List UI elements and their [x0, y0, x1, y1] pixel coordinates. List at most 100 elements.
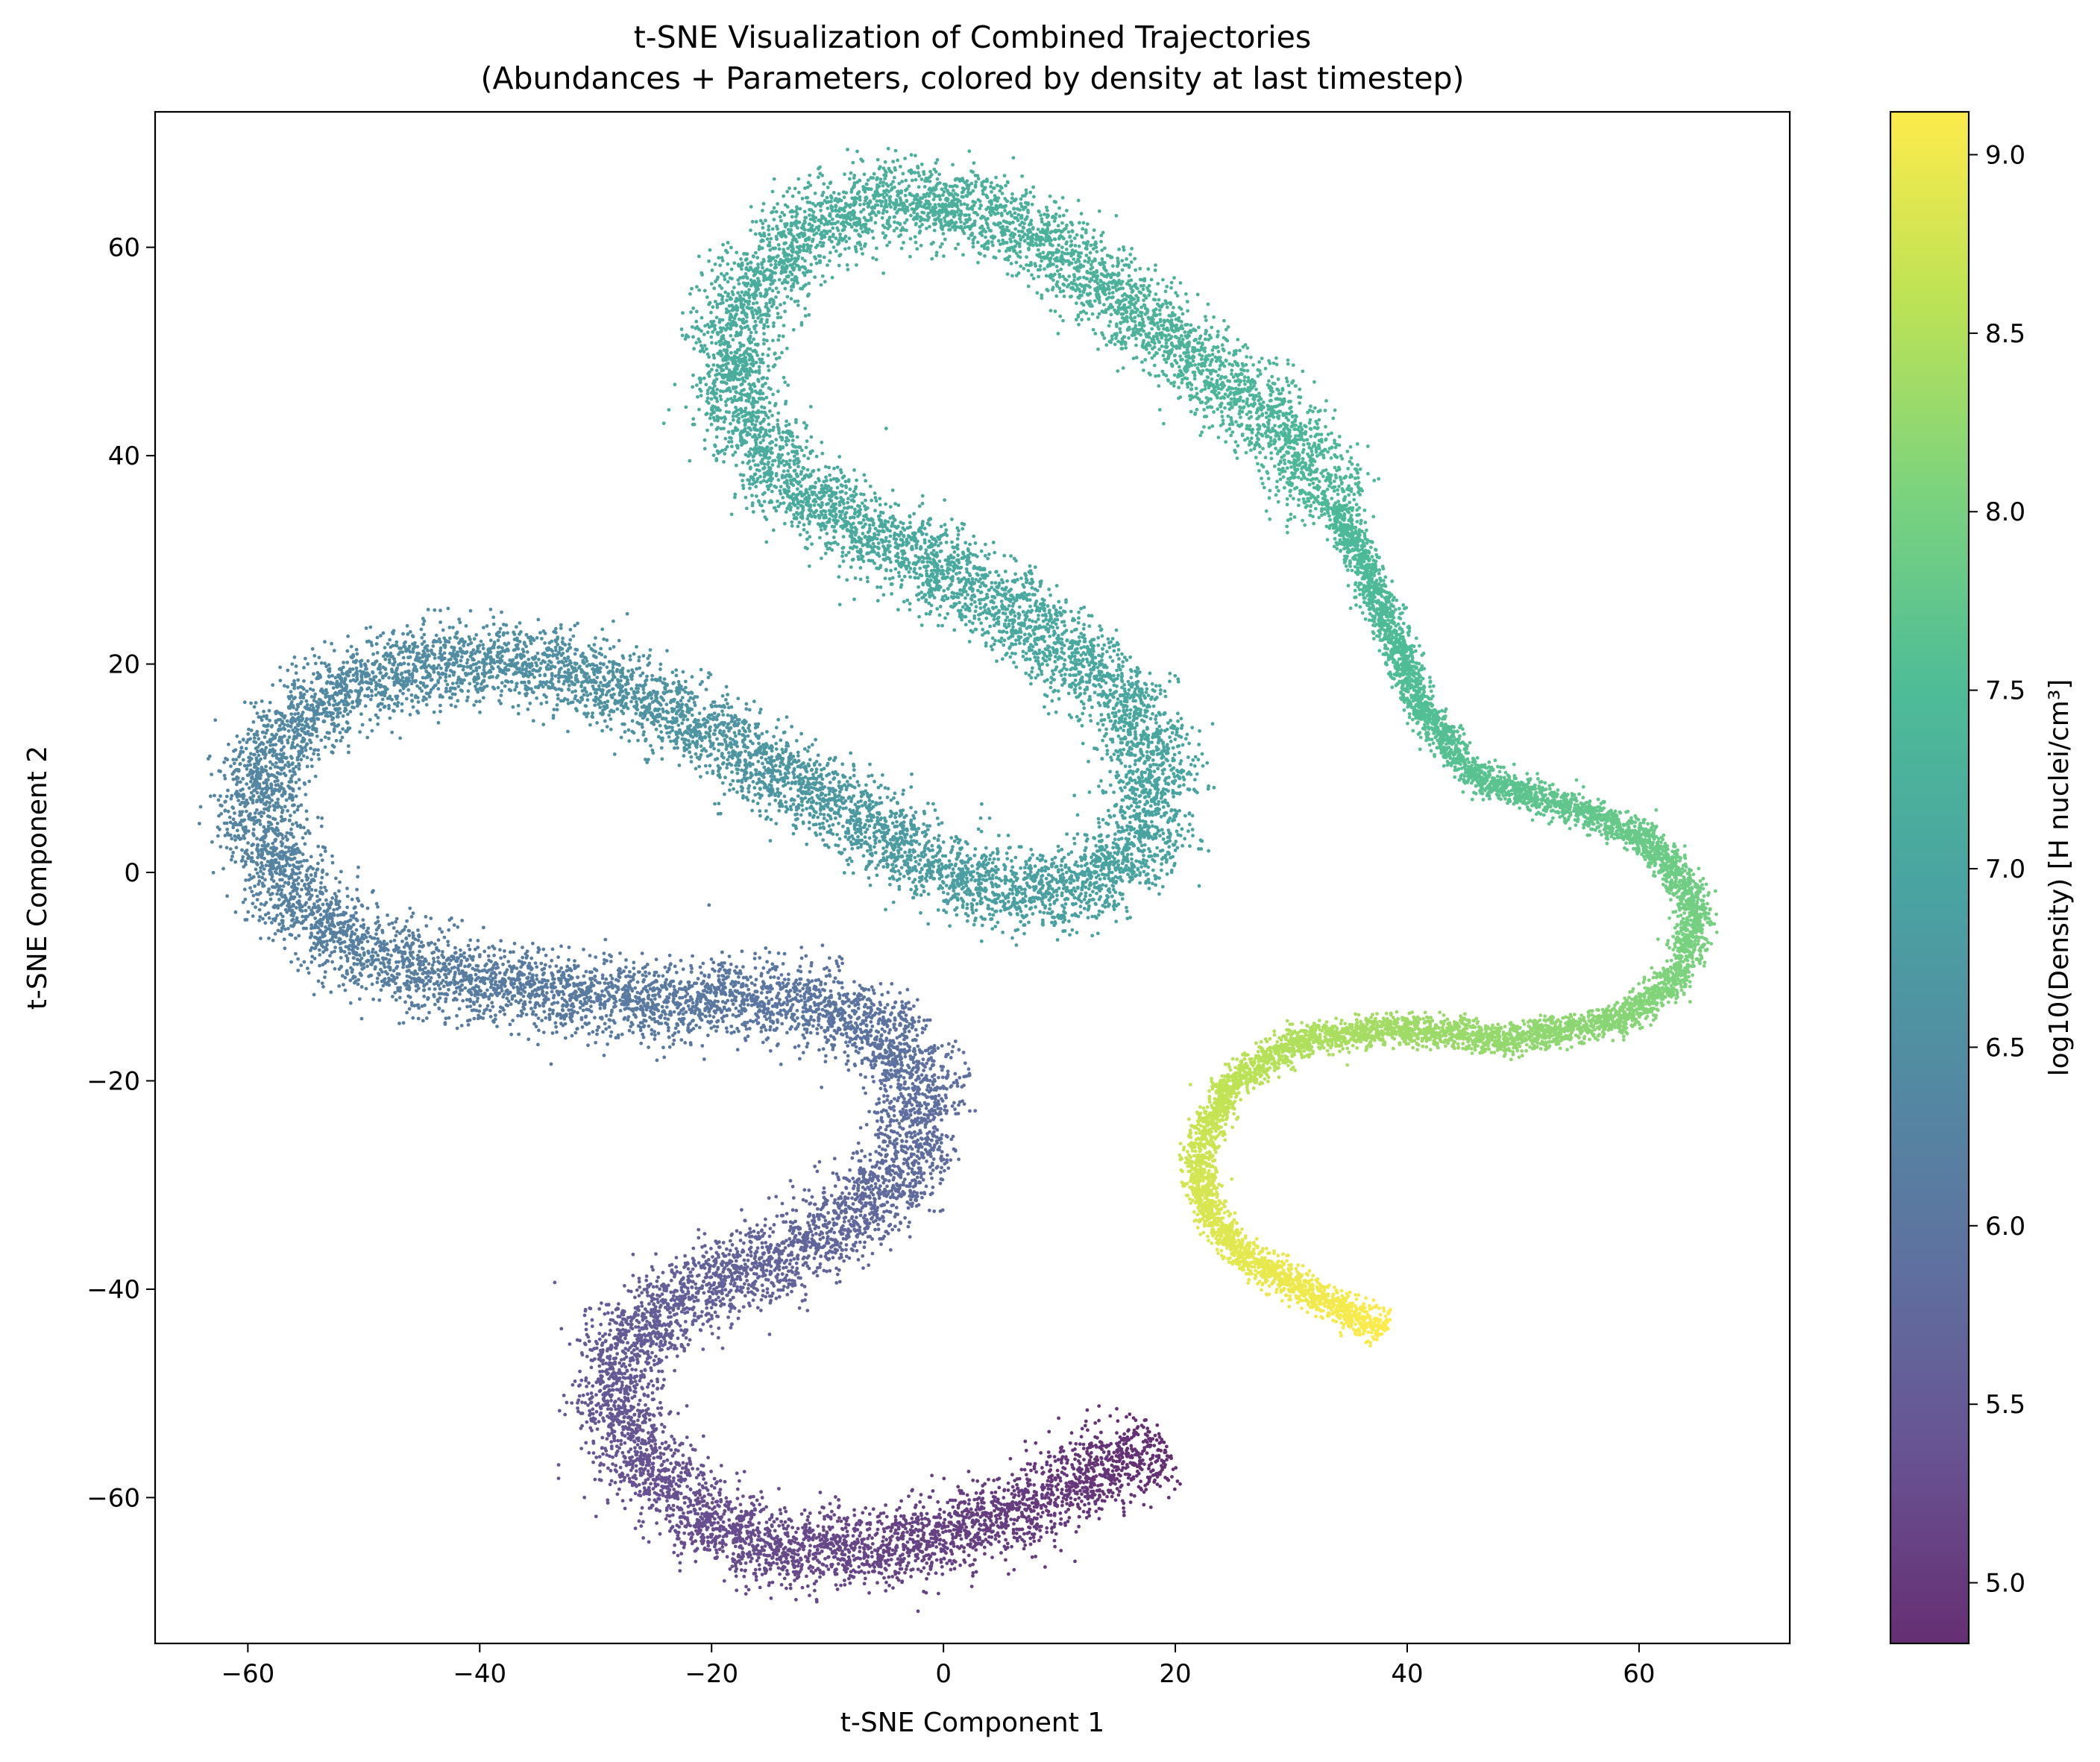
scatter-point	[706, 1544, 711, 1548]
scatter-point	[796, 1253, 800, 1257]
scatter-point	[670, 1525, 675, 1529]
scatter-point	[1072, 1473, 1076, 1476]
scatter-point	[768, 1227, 773, 1230]
scatter-point	[760, 1245, 764, 1250]
scatter-point	[623, 1376, 627, 1380]
scatter-point	[1148, 1505, 1153, 1509]
scatter-point	[633, 1450, 638, 1454]
scatter-point	[714, 1286, 719, 1290]
scatter-point	[1025, 1477, 1029, 1482]
scatter-point	[1101, 1450, 1106, 1454]
scatter-point	[1087, 1476, 1091, 1480]
scatter-point	[733, 1506, 738, 1510]
scatter-point	[796, 1541, 800, 1546]
scatter-point	[826, 1567, 831, 1572]
scatter-point	[959, 1537, 963, 1541]
scatter-point	[1119, 1483, 1124, 1488]
scatter-point	[1037, 1525, 1042, 1529]
scatter-point	[859, 1569, 864, 1573]
scatter-point	[825, 1564, 829, 1568]
scatter-point	[628, 1359, 632, 1363]
scatter-point	[805, 1236, 810, 1241]
scatter-point	[720, 1289, 724, 1293]
scatter-point	[974, 1543, 978, 1547]
scatter-point	[661, 1485, 666, 1489]
scatter-point	[599, 1322, 603, 1327]
scatter-point	[704, 1486, 708, 1490]
scatter-point	[647, 1361, 651, 1365]
scatter-point	[688, 1456, 691, 1461]
scatter-point	[721, 1260, 726, 1265]
scatter-point	[997, 1540, 1001, 1544]
scatter-point	[700, 1284, 705, 1289]
scatter-point	[719, 1303, 723, 1308]
scatter-point	[1090, 1444, 1095, 1448]
scatter-point	[645, 1319, 649, 1324]
scatter-point	[852, 1526, 857, 1531]
scatter-point	[640, 1452, 644, 1456]
scatter-point	[835, 1519, 840, 1523]
scatter-point	[658, 1400, 662, 1405]
scatter-point	[1037, 1538, 1041, 1543]
scatter-point	[1112, 1465, 1116, 1469]
scatter-point	[855, 1221, 858, 1225]
scatter-point	[852, 1513, 857, 1517]
scatter-point	[796, 1549, 800, 1553]
scatter-point	[670, 1262, 674, 1267]
scatter-point	[1055, 1468, 1060, 1473]
scatter-point	[597, 1478, 602, 1482]
scatter-point	[934, 1571, 938, 1576]
scatter-point	[947, 1529, 952, 1533]
scatter-point	[1057, 1416, 1060, 1420]
scatter-point	[1078, 1514, 1081, 1519]
scatter-point	[733, 1537, 738, 1541]
scatter-point	[688, 1307, 691, 1311]
scatter-point	[721, 1297, 725, 1301]
scatter-point	[937, 1512, 941, 1517]
scatter-point	[770, 1580, 775, 1585]
scatter-point	[853, 1546, 857, 1550]
scatter-point	[585, 1354, 589, 1359]
scatter-point	[647, 1431, 650, 1435]
scatter-point	[874, 1218, 878, 1223]
scatter-point	[658, 1532, 662, 1536]
scatter-point	[991, 1529, 995, 1534]
scatter-point	[896, 1557, 900, 1561]
scatter-point	[877, 1196, 881, 1201]
scatter-point	[585, 1385, 588, 1388]
scatter-point	[818, 1262, 823, 1266]
scatter-point	[1028, 1542, 1033, 1547]
scatter-point	[749, 1290, 754, 1294]
scatter-point	[791, 1229, 796, 1233]
scatter-point	[975, 1502, 980, 1505]
scatter-point	[714, 1297, 718, 1302]
scatter-point	[754, 1261, 758, 1265]
scatter-point	[1155, 1475, 1160, 1479]
scatter-point	[799, 1564, 804, 1569]
scatter-point	[814, 1246, 818, 1250]
scatter-point	[658, 1455, 663, 1459]
scatter-point	[1034, 1441, 1038, 1445]
scatter-point	[957, 1521, 961, 1526]
scatter-point	[708, 1535, 713, 1539]
scatter-point	[738, 1277, 743, 1282]
scatter-point	[717, 1541, 722, 1545]
scatter-point	[716, 1520, 720, 1525]
scatter-point	[740, 1250, 744, 1254]
scatter-point	[629, 1374, 633, 1377]
scatter-point	[844, 1254, 849, 1259]
scatter-point	[644, 1463, 649, 1467]
scatter-point	[1117, 1441, 1122, 1444]
scatter-point	[660, 1347, 664, 1352]
scatter-point	[990, 1501, 995, 1505]
scatter-point	[1072, 1488, 1076, 1493]
scatter-point	[886, 1231, 890, 1236]
scatter-point	[1083, 1423, 1087, 1428]
scatter-point	[790, 1538, 794, 1543]
scatter-point	[755, 1306, 760, 1310]
scatter-point	[661, 1271, 665, 1275]
scatter-point	[770, 1524, 774, 1529]
scatter-point	[731, 1304, 735, 1309]
scatter-point	[1040, 1471, 1045, 1476]
scatter-point	[782, 1285, 786, 1289]
